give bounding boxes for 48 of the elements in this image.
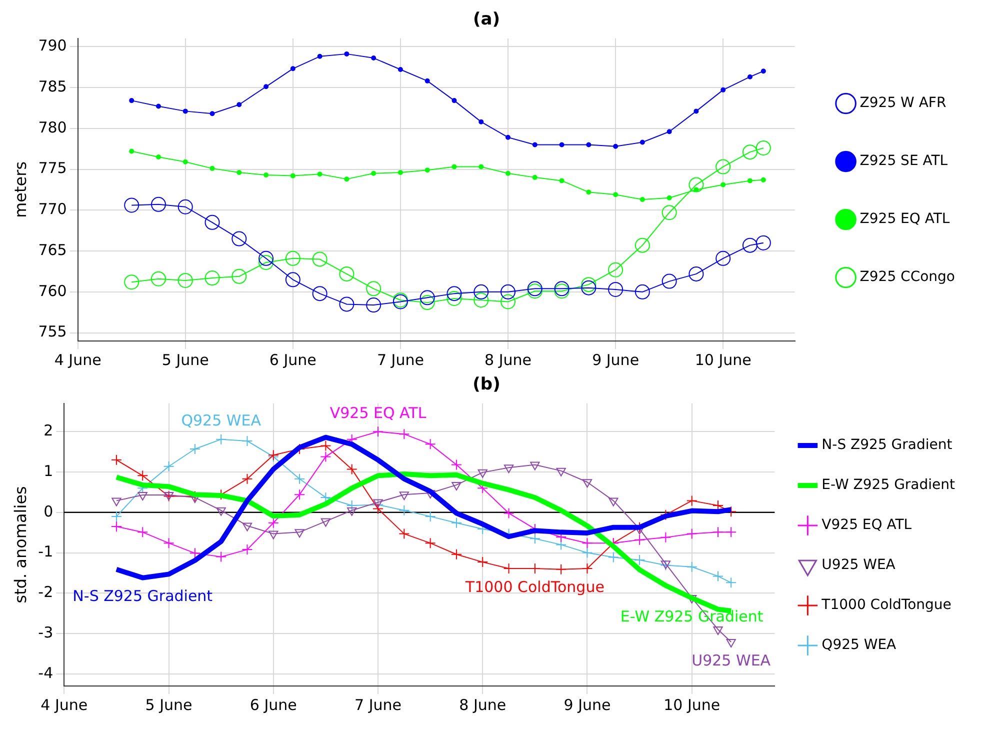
legend-label: N-S Z925 Gradient bbox=[822, 437, 953, 454]
x-tick-label: 7 June bbox=[376, 350, 424, 369]
y-tick-label: 785 bbox=[38, 77, 67, 96]
x-tick-label: 7 June bbox=[354, 696, 402, 714]
legend-label: Z925 SE ATL bbox=[860, 153, 948, 170]
x-tick-label: 4 June bbox=[54, 350, 102, 369]
x-tick-label: 10 June bbox=[694, 350, 752, 369]
chart-title: (b) bbox=[472, 374, 500, 395]
legend-label: Z925 CCongo bbox=[860, 269, 956, 286]
y-tick-label: -2 bbox=[38, 583, 54, 602]
y-tick-label: 0 bbox=[44, 502, 54, 520]
y-tick-label: -1 bbox=[38, 542, 54, 561]
x-tick-label: 8 June bbox=[484, 350, 532, 369]
y-tick-label: 770 bbox=[38, 200, 67, 218]
y-tick-label: 1 bbox=[44, 462, 54, 480]
x-tick-label: 5 June bbox=[145, 696, 192, 714]
y-tick-label: 790 bbox=[38, 36, 67, 54]
legend-label: U925 WEA bbox=[822, 557, 896, 574]
legend-label: Q925 WEA bbox=[822, 637, 897, 654]
x-tick-label: 5 June bbox=[162, 350, 209, 369]
legend-label: Z925 W AFR bbox=[860, 95, 946, 112]
x-tick-label: 6 June bbox=[269, 350, 316, 369]
y-tick-label: -3 bbox=[38, 623, 54, 642]
y-tick-label: 775 bbox=[38, 159, 67, 178]
annotation: V925 EQ ATL bbox=[330, 404, 427, 422]
y-tick-label: 2 bbox=[44, 422, 54, 440]
legend-label: Z925 EQ ATL bbox=[860, 211, 950, 228]
x-tick-label: 9 June bbox=[592, 350, 640, 369]
y-axis-title: meters bbox=[10, 161, 30, 218]
annotation: U925 WEA bbox=[692, 651, 772, 670]
x-tick-label: 8 June bbox=[459, 696, 506, 714]
y-axis-title: std. anomalies bbox=[10, 486, 30, 604]
y-tick-label: -4 bbox=[38, 664, 54, 682]
y-tick-label: 765 bbox=[38, 240, 67, 259]
x-tick-label: 6 June bbox=[250, 696, 297, 714]
x-tick-label: 9 June bbox=[564, 696, 611, 714]
legend-label: T1000 ColdTongue bbox=[820, 597, 952, 614]
x-tick-label: 4 June bbox=[40, 696, 88, 714]
legend-label: V925 EQ ATL bbox=[822, 517, 912, 534]
annotation: T1000 ColdTongue bbox=[464, 578, 604, 596]
legend-label: E-W Z925 Gradient bbox=[822, 477, 956, 494]
annotation: Q925 WEA bbox=[181, 412, 262, 430]
x-tick-label: 10 June bbox=[664, 696, 720, 714]
y-tick-label: 755 bbox=[38, 322, 67, 341]
annotation: N-S Z925 Gradient bbox=[72, 587, 213, 606]
y-tick-label: 780 bbox=[38, 118, 67, 136]
chart-title: (a) bbox=[472, 10, 500, 30]
y-tick-label: 760 bbox=[38, 282, 67, 300]
